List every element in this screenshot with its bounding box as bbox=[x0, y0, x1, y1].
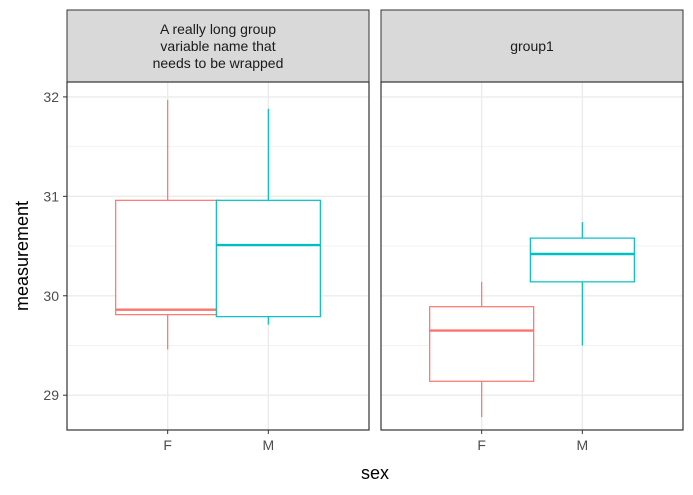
x-tick-label: F bbox=[163, 437, 172, 453]
iqr-box bbox=[115, 199, 221, 316]
x-axis-title: sex bbox=[361, 463, 389, 483]
y-axis-title: measurement bbox=[12, 201, 32, 311]
facet-strip-label: A really long group bbox=[160, 21, 276, 37]
facet-strip bbox=[380, 9, 684, 83]
box-f bbox=[429, 281, 535, 418]
x-tick-label: M bbox=[262, 437, 274, 453]
panel-border bbox=[66, 81, 370, 431]
box-m bbox=[215, 108, 321, 325]
panel-border bbox=[380, 81, 684, 431]
y-tick-label: 30 bbox=[43, 288, 59, 304]
facet-strip bbox=[66, 9, 370, 83]
facet-strip-label: group1 bbox=[510, 38, 554, 54]
y-tick-label: 32 bbox=[43, 89, 59, 105]
iqr-box bbox=[215, 199, 321, 318]
y-tick-label: 31 bbox=[43, 188, 59, 204]
facet-strip-label: variable name that bbox=[160, 38, 275, 54]
y-tick-label: 29 bbox=[43, 387, 59, 403]
iqr-box bbox=[429, 306, 535, 382]
x-tick-label: F bbox=[477, 437, 486, 453]
x-tick-label: M bbox=[576, 437, 588, 453]
facet-panel-2: group1 F M bbox=[380, 9, 684, 453]
facet-strip-label: needs to be wrapped bbox=[153, 55, 284, 71]
iqr-box bbox=[529, 237, 635, 283]
box-m bbox=[529, 222, 635, 346]
